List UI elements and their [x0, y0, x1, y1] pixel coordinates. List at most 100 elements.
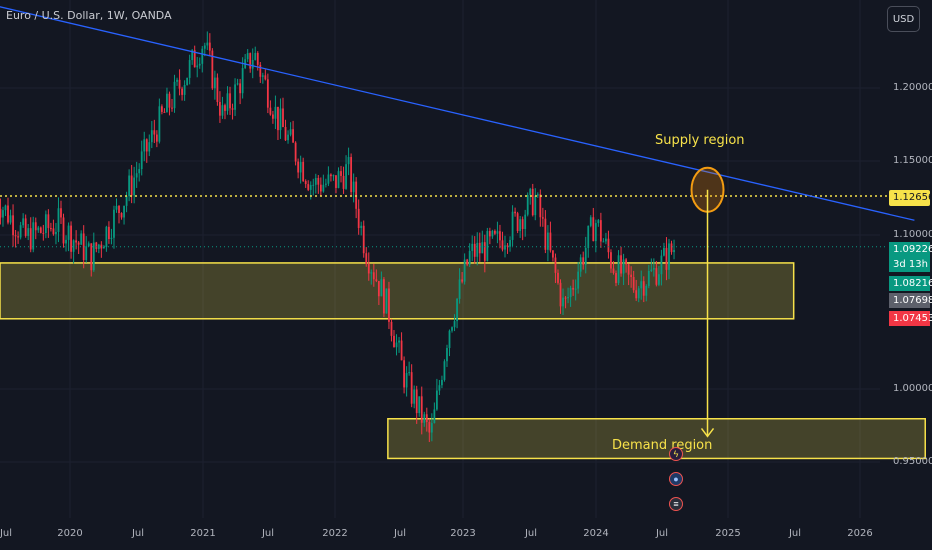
last-price-tag: 1.09226 — [889, 242, 932, 257]
candle — [87, 243, 90, 247]
price-label: 0.95000 — [893, 456, 932, 467]
candle — [171, 107, 173, 109]
candle — [4, 205, 7, 211]
time-label: Jul — [788, 528, 802, 539]
candle — [400, 340, 403, 361]
candle — [287, 134, 289, 141]
us-flag-icon[interactable]: ≡ — [669, 497, 683, 511]
candle — [113, 209, 115, 238]
currency-button[interactable]: USD — [887, 6, 920, 32]
candle — [100, 244, 103, 249]
candle — [332, 175, 335, 177]
candle — [289, 129, 292, 135]
candle — [115, 205, 118, 210]
candle — [415, 389, 418, 414]
candle — [75, 240, 78, 243]
candle — [39, 227, 42, 233]
candle — [312, 184, 315, 186]
candle — [647, 270, 650, 286]
candle — [420, 396, 423, 423]
candle — [282, 108, 284, 128]
candle — [365, 253, 368, 264]
drawings[interactable] — [0, 0, 915, 438]
candle — [635, 290, 638, 299]
candle — [198, 63, 201, 66]
candle — [451, 327, 453, 331]
candle — [673, 250, 675, 253]
candle — [181, 88, 183, 95]
candle — [615, 272, 617, 283]
candle — [135, 173, 138, 178]
candle — [272, 114, 274, 119]
time-label: 2023 — [450, 528, 476, 539]
candle — [138, 169, 141, 174]
candle — [398, 340, 400, 343]
candle — [468, 250, 471, 265]
candle — [327, 174, 330, 184]
candle — [377, 281, 380, 297]
candle — [65, 239, 67, 244]
candle — [390, 321, 393, 336]
time-label: Jul — [393, 528, 407, 539]
candle — [188, 60, 191, 78]
candle — [14, 235, 17, 237]
candle — [299, 161, 302, 173]
candle — [47, 214, 50, 229]
supply-region-label[interactable]: Supply region — [655, 133, 745, 148]
candle — [640, 281, 643, 289]
candle — [476, 242, 479, 257]
candle — [12, 215, 14, 236]
candle — [599, 220, 602, 242]
candle — [224, 105, 226, 111]
candle — [453, 321, 456, 328]
candle — [443, 361, 446, 380]
candle — [473, 243, 476, 257]
candle — [324, 183, 327, 185]
candle — [362, 225, 365, 254]
candle — [486, 231, 489, 261]
candle — [531, 188, 534, 216]
candle — [24, 218, 27, 236]
lightning-icon[interactable]: ϟ — [669, 447, 683, 461]
candle — [549, 232, 552, 251]
candle — [423, 414, 426, 423]
time-label: Jul — [131, 528, 145, 539]
candle — [279, 108, 282, 131]
candle — [145, 139, 148, 152]
candle — [234, 84, 236, 110]
candle — [206, 42, 209, 46]
time-label: 2021 — [190, 528, 216, 539]
candle — [211, 50, 214, 89]
candle — [219, 101, 221, 116]
candle — [577, 271, 580, 289]
candle — [292, 129, 294, 143]
candle — [642, 281, 645, 296]
candle — [425, 414, 428, 423]
candle — [150, 130, 153, 143]
candle — [342, 175, 345, 189]
candle — [471, 243, 474, 251]
candle — [546, 232, 549, 250]
demand-region-label[interactable]: Demand region — [612, 438, 713, 453]
candle — [383, 279, 385, 314]
candle — [367, 263, 370, 274]
candle — [524, 214, 527, 230]
candle — [143, 139, 146, 152]
candle — [118, 205, 120, 214]
candle — [405, 373, 408, 388]
candle — [2, 210, 4, 218]
candle — [191, 50, 194, 61]
candle — [499, 231, 501, 241]
candle — [430, 423, 433, 433]
candle — [456, 298, 458, 322]
candle — [148, 142, 151, 152]
candle — [44, 214, 47, 234]
candle — [610, 252, 612, 269]
globe-icon[interactable]: ● — [669, 472, 683, 486]
candle — [77, 242, 80, 245]
candle — [541, 217, 544, 219]
candle — [340, 171, 342, 176]
arrow-head — [700, 427, 715, 438]
